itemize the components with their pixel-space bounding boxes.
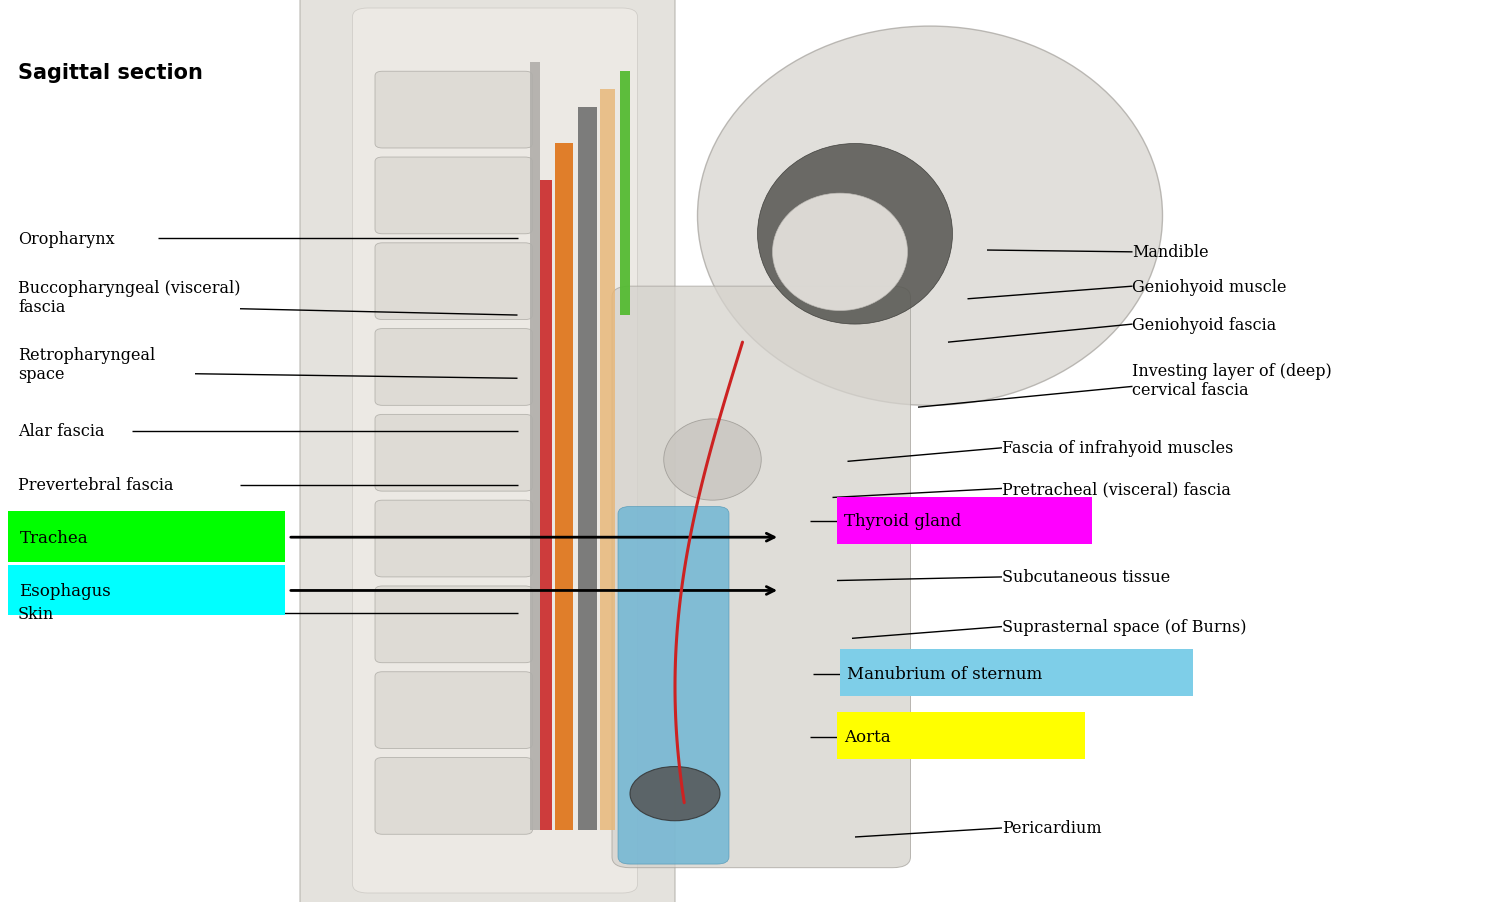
- Circle shape: [630, 767, 720, 821]
- FancyBboxPatch shape: [8, 566, 285, 615]
- FancyBboxPatch shape: [375, 329, 532, 406]
- Text: Pretracheal (visceral) fascia: Pretracheal (visceral) fascia: [1002, 481, 1232, 497]
- FancyBboxPatch shape: [375, 501, 532, 577]
- FancyBboxPatch shape: [375, 72, 532, 149]
- FancyBboxPatch shape: [612, 287, 910, 868]
- Ellipse shape: [758, 144, 952, 325]
- FancyBboxPatch shape: [8, 511, 285, 563]
- FancyBboxPatch shape: [375, 586, 532, 663]
- FancyBboxPatch shape: [837, 713, 1084, 759]
- FancyBboxPatch shape: [352, 9, 638, 893]
- Text: Suprasternal space (of Burns): Suprasternal space (of Burns): [1002, 619, 1246, 635]
- Text: Skin: Skin: [18, 605, 54, 621]
- FancyBboxPatch shape: [375, 758, 532, 834]
- Ellipse shape: [698, 27, 1162, 406]
- Text: Alar fascia: Alar fascia: [18, 423, 105, 439]
- Text: Geniohyoid muscle: Geniohyoid muscle: [1132, 279, 1287, 295]
- Text: Investing layer of (deep)
cervical fascia: Investing layer of (deep) cervical fasci…: [1132, 363, 1332, 399]
- Text: Oropharynx: Oropharynx: [18, 231, 114, 247]
- Ellipse shape: [663, 419, 760, 501]
- Text: Buccopharyngeal (visceral)
fascia: Buccopharyngeal (visceral) fascia: [18, 280, 240, 316]
- Text: Geniohyoid fascia: Geniohyoid fascia: [1132, 317, 1276, 333]
- FancyBboxPatch shape: [300, 0, 675, 902]
- Text: Subcutaneous tissue: Subcutaneous tissue: [1002, 569, 1170, 585]
- FancyBboxPatch shape: [375, 244, 532, 320]
- Text: Prevertebral fascia: Prevertebral fascia: [18, 477, 174, 493]
- Text: Trachea: Trachea: [20, 529, 88, 546]
- FancyBboxPatch shape: [375, 415, 532, 492]
- Text: Mandible: Mandible: [1132, 244, 1209, 261]
- FancyBboxPatch shape: [837, 497, 1092, 544]
- Text: Sagittal section: Sagittal section: [18, 63, 203, 83]
- Text: Fascia of infrahyoid muscles: Fascia of infrahyoid muscles: [1002, 440, 1233, 456]
- Text: Pericardium: Pericardium: [1002, 820, 1101, 836]
- Text: Esophagus: Esophagus: [20, 583, 111, 599]
- FancyBboxPatch shape: [618, 507, 729, 864]
- Text: Aorta: Aorta: [844, 729, 891, 745]
- FancyBboxPatch shape: [375, 672, 532, 749]
- Text: Thyroid gland: Thyroid gland: [844, 513, 962, 529]
- Ellipse shape: [772, 194, 908, 311]
- FancyBboxPatch shape: [375, 158, 532, 235]
- Text: Manubrium of sternum: Manubrium of sternum: [847, 666, 1042, 682]
- FancyBboxPatch shape: [840, 649, 1192, 696]
- Text: Retropharyngeal
space: Retropharyngeal space: [18, 346, 156, 382]
